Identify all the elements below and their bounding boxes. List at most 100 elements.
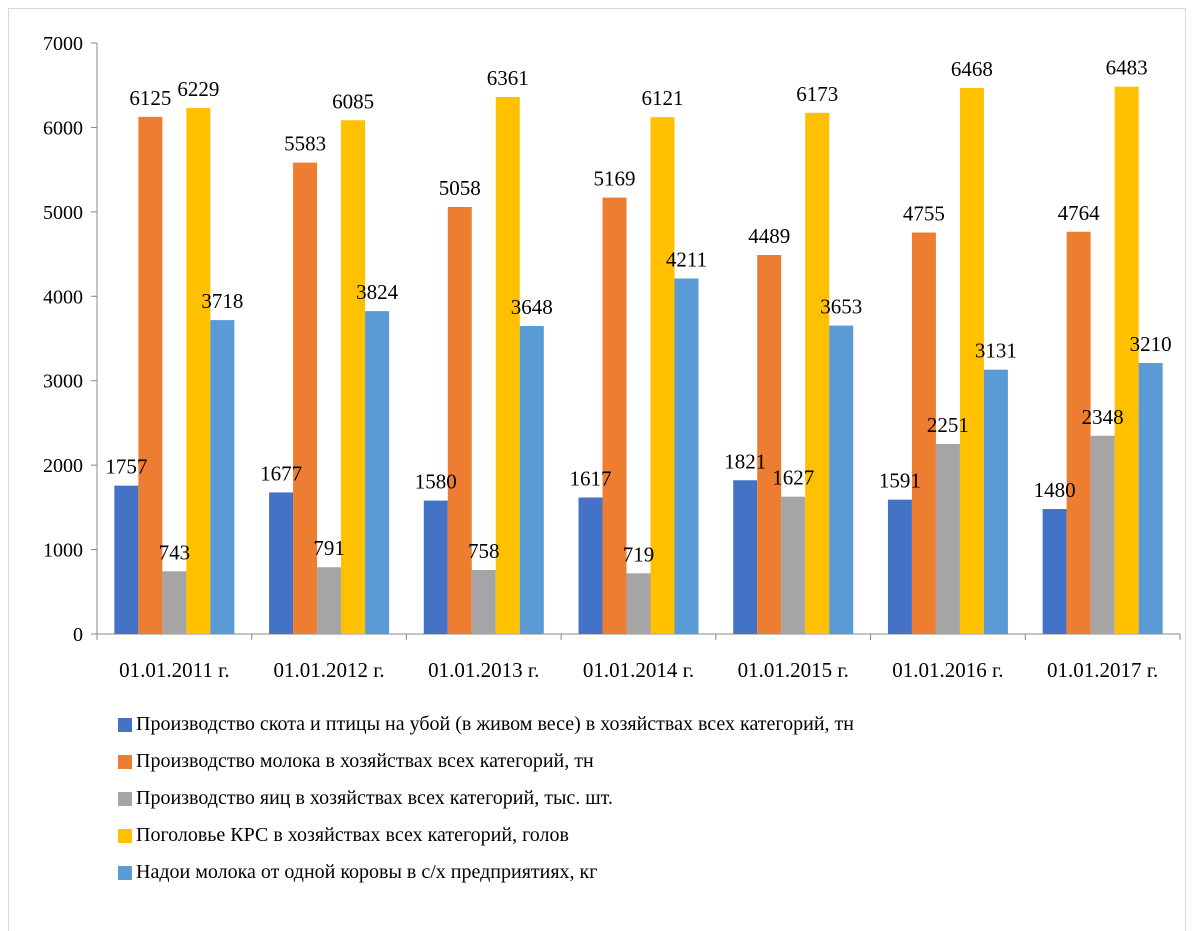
bar [1042,509,1067,634]
data-label: 1480 [1034,478,1076,502]
bar [423,500,448,634]
data-label: 791 [313,536,345,560]
data-label: 2251 [927,413,969,437]
y-axis-ticks: 0 1000 2000 3000 4000 5000 6000 7000 [43,33,97,646]
bar [341,120,366,635]
bar [733,480,758,634]
bar [602,197,627,634]
legend-item: Производство яиц в хозяйствах всех катег… [118,780,854,817]
data-label: 4489 [748,224,790,248]
data-label: 1617 [570,466,612,490]
data-label: 6361 [487,66,529,90]
bar [959,87,984,634]
data-label: 743 [159,540,191,564]
bar [1066,231,1091,634]
bar [447,206,472,635]
bar [471,570,496,634]
data-label: 3131 [975,339,1017,363]
data-label: 1580 [415,470,457,494]
data-label: 5583 [284,132,326,156]
legend-label: Производство яиц в хозяйствах всех катег… [136,787,613,809]
data-label: 1627 [772,466,814,490]
bar [210,320,235,634]
bar [317,567,342,634]
x-tick-label: 01.01.2013 г. [428,658,539,682]
data-label: 1821 [724,449,766,473]
bar [114,485,139,634]
x-tick-label: 01.01.2016 г. [892,658,1003,682]
data-label: 5058 [439,176,481,200]
data-label: 6125 [129,86,171,110]
bar [887,499,912,634]
legend-swatch [118,828,132,843]
legend-item: Поголовье КРС в хозяйствах всех категори… [118,817,854,854]
data-label: 4211 [666,247,707,271]
bar [519,326,544,634]
bar [1138,362,1163,634]
bar [983,369,1008,634]
bar [757,255,782,635]
bar [269,492,294,634]
y-tick-label: 1000 [43,540,83,562]
x-axis-ticks: 01.01.2011 г. 01.01.2012 г. 01.01.2013 г. 0… [96,634,1181,682]
y-tick-label: 7000 [43,33,83,55]
x-tick-label: 01.01.2012 г. [273,658,384,682]
y-tick-label: 3000 [43,371,83,393]
legend-label: Поголовье КРС в хозяйствах всех категори… [136,824,569,846]
data-label: 3653 [820,295,862,319]
data-label: 4764 [1058,201,1101,225]
bar [674,278,699,634]
data-label: 1677 [260,461,302,485]
data-labels: 1757 1677 1580 1617 1821 1591 1480 6125 5583 5058… [105,56,1171,567]
legend-swatch [118,754,132,769]
legend-label: Надои молока от одной коровы в с/х предп… [136,861,598,883]
x-tick-label: 01.01.2011 г. [119,658,229,682]
data-label: 719 [623,542,655,566]
bar [626,573,651,634]
data-label: 758 [468,539,500,563]
x-tick-label: 01.01.2017 г. [1047,658,1158,682]
bar [293,162,318,634]
data-label: 6085 [332,89,374,113]
y-tick-label: 4000 [43,286,83,308]
bar-marks [114,86,1163,635]
data-label: 1591 [879,469,921,493]
legend-item: Надои молока от одной коровы в с/х предп… [118,854,854,891]
chart-legend: Производство скота и птицы на убой (в жи… [118,706,854,891]
data-label: 3210 [1130,332,1172,356]
data-label: 3648 [511,295,553,319]
x-tick-label: 01.01.2015 г. [738,658,849,682]
x-tick-label: 01.01.2014 г. [583,658,694,682]
data-label: 5169 [594,167,636,191]
data-label: 6468 [951,57,993,81]
bar [578,497,603,634]
data-label: 3718 [201,289,243,313]
bar [829,325,854,634]
bar-chart: 0 1000 2000 3000 4000 5000 6000 7000 1757 1677 15… [43,33,1181,682]
bar [162,571,187,634]
legend-item: Производство молока в хозяйствах всех ка… [118,743,854,780]
bar [911,232,936,634]
y-tick-label: 6000 [43,117,83,139]
bar [1090,435,1115,634]
y-tick-label: 2000 [43,455,83,477]
bar [495,96,520,635]
bar [650,117,675,635]
data-label: 6121 [642,86,684,110]
data-label: 6483 [1106,56,1148,80]
bar [1114,86,1139,634]
bar [935,443,960,634]
bar [805,112,830,634]
y-tick-label: 0 [73,624,83,646]
data-label: 6173 [796,82,838,106]
bar [781,496,806,634]
data-label: 1757 [105,455,147,479]
bar [138,116,163,634]
data-label: 6229 [177,77,219,101]
bar [186,108,211,635]
legend-label: Производство скота и птицы на убой (в жи… [136,713,854,735]
data-label: 4755 [903,202,945,226]
legend-swatch [118,865,132,880]
legend-item: Производство скота и птицы на убой (в жи… [118,706,854,743]
y-tick-label: 5000 [43,202,83,224]
